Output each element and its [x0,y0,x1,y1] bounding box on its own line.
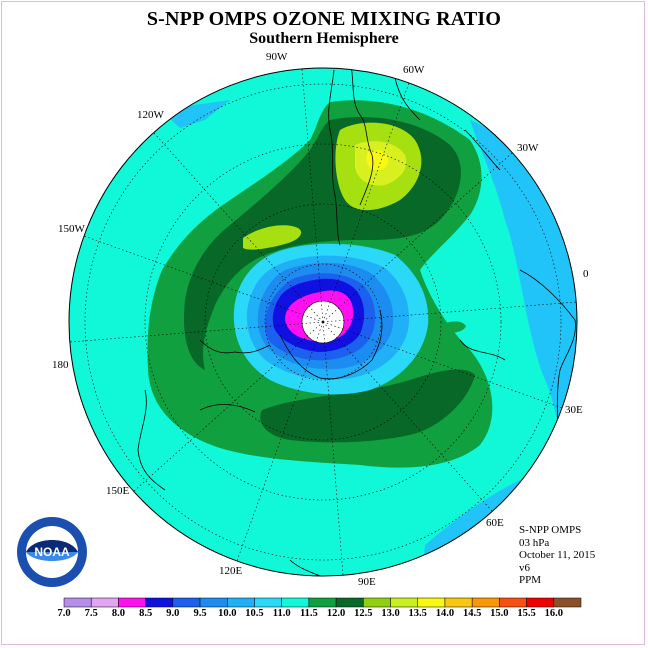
map-info: S-NPP OMPS 03 hPa October 11, 2015 v6 PP… [519,524,595,587]
color-bar-tick-label: 15.5 [517,608,536,619]
lon-label-120w: 120W [137,109,164,121]
ozone-field-12-0-lower [260,369,475,443]
lon-label-150w: 150W [58,223,85,235]
color-bar-tick-label: 9.5 [193,608,207,619]
color-bar-tick-label: 12.0 [326,608,346,619]
noaa-logo-text: NOAA [34,545,70,559]
color-bar-tick-label: 14.0 [435,608,455,619]
color-bar-tick-label: 11.0 [272,608,291,619]
color-bar-tick-label: 13.0 [381,608,400,619]
color-bar-tick-label: 9.0 [166,608,180,619]
color-bar-tick-label: 13.5 [408,608,427,619]
color-bar-tick-label: 10.5 [245,608,264,619]
ozone-field-11-5-blob [443,321,466,333]
info-instrument: S-NPP OMPS [519,524,582,536]
lon-label-0: 0 [583,268,589,280]
coastlines [137,68,576,576]
lon-label-60e: 60E [486,517,504,529]
color-bar-tick-label: 10.0 [218,608,237,619]
ozone-field-10-5-upper-left [160,100,230,128]
info-date: October 11, 2015 [519,549,596,561]
color-bar-tick-label: 16.0 [544,608,563,619]
color-bar-tick-label: 14.5 [462,608,482,619]
lon-label-150e: 150E [106,485,130,497]
info-version: v6 [519,561,530,574]
lon-label-90e: 90E [358,576,376,588]
color-bar-tick-label: 11.5 [299,608,318,619]
map-border [68,67,578,577]
lon-label-30e: 30E [565,404,583,416]
lon-label-120e: 120E [219,565,243,577]
color-bar-tick-label: 7.5 [84,608,98,619]
lon-label-180: 180 [52,359,69,371]
color-bar-tick-label: 15.0 [490,608,509,619]
color-bar-tick-label: 7.0 [57,608,71,619]
page-subtitle: Southern Hemisphere [249,30,399,47]
page-title: S-NPP OMPS OZONE MIXING RATIO [146,8,502,30]
info-level: 03 hPa [519,536,550,549]
noaa-logo: NOAA [17,517,87,587]
ozone-field-12-5-small [243,225,302,250]
lon-label-90w: 90W [266,51,288,63]
lon-label-60w: 60W [403,64,425,76]
lon-label-30w: 30W [517,142,539,154]
color-bar-tick-label: 8.0 [111,608,125,619]
color-bar-tick-label: 8.5 [139,608,153,619]
info-units: PPM [519,574,542,586]
color-bar-tick-label: 12.5 [354,608,373,619]
graticule [69,68,577,576]
